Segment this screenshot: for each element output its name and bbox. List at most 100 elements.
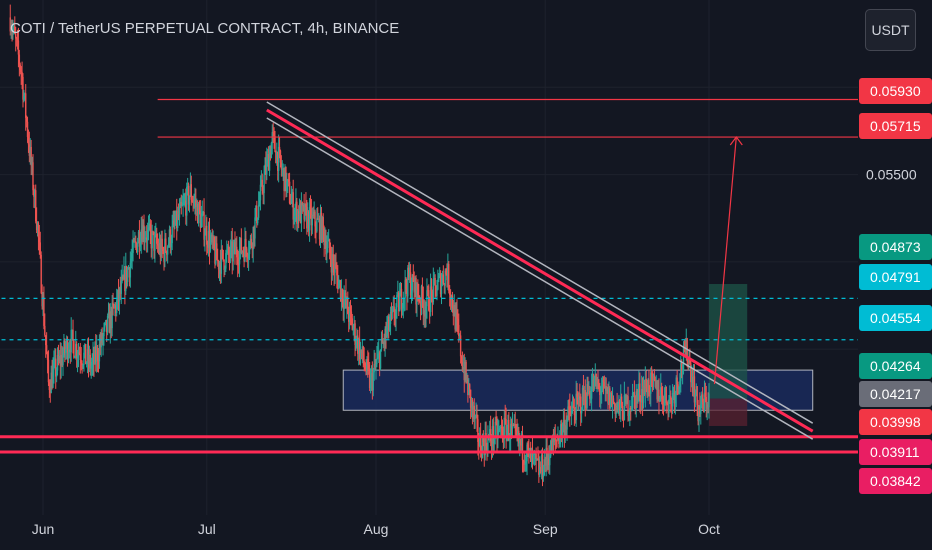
price-badge[interactable] <box>859 305 932 331</box>
channel-upper-line[interactable] <box>266 101 814 424</box>
candle-body <box>650 372 652 394</box>
candle-body <box>119 288 122 294</box>
candle-body <box>281 169 283 171</box>
price-badge-label: 0.04791 <box>870 269 921 285</box>
candle-body <box>690 362 692 383</box>
candle-body <box>613 402 616 404</box>
time-axis-tick-label: Oct <box>698 521 720 537</box>
price-badge[interactable] <box>859 78 932 104</box>
price-badge[interactable] <box>859 439 932 465</box>
candle-body <box>157 245 160 251</box>
price-badge[interactable] <box>859 468 932 494</box>
candle-body <box>381 338 384 344</box>
candle-body <box>293 216 295 220</box>
candle-body <box>479 435 481 446</box>
candle-body <box>397 292 399 295</box>
candle-body <box>205 225 207 236</box>
price-badge[interactable] <box>859 353 932 379</box>
candle-body <box>261 179 263 191</box>
candle-body <box>249 238 252 244</box>
currency-button[interactable]: USDT <box>865 9 916 51</box>
candle-body <box>178 207 181 218</box>
candle-body <box>635 391 637 409</box>
candle-body <box>406 288 408 297</box>
candle-body <box>46 354 49 360</box>
candle-body <box>384 328 386 345</box>
candle-body <box>27 136 30 145</box>
price-axis-tick-label: 0.05500 <box>866 167 917 183</box>
candle-body <box>59 355 61 366</box>
candle-body <box>138 231 141 247</box>
candle-body <box>425 306 427 317</box>
candle-body <box>158 243 161 251</box>
candle-body <box>325 241 327 255</box>
candle-body <box>493 439 495 444</box>
candle-body <box>291 192 293 199</box>
candle-body <box>176 214 179 228</box>
candle-body <box>322 217 324 229</box>
candle-body <box>334 264 336 273</box>
candle-body <box>40 254 42 293</box>
candle-body <box>396 294 398 308</box>
candle-body <box>336 267 338 276</box>
candle-body <box>104 323 106 328</box>
candle-body <box>388 316 390 331</box>
candle-body <box>307 211 309 229</box>
candle-body <box>75 344 77 357</box>
candle-body <box>590 398 592 400</box>
candle-body <box>572 405 575 409</box>
candle-body <box>570 414 572 417</box>
candle-body <box>71 329 73 331</box>
candle-body <box>394 318 396 320</box>
candle-body <box>299 203 302 223</box>
candle-body <box>625 395 627 404</box>
candle-body <box>495 421 497 423</box>
channel-lower-line[interactable] <box>266 117 814 440</box>
candle-body <box>707 404 709 408</box>
candle-body <box>380 338 383 350</box>
candle-body <box>39 242 41 255</box>
candle-body <box>78 352 81 355</box>
candle-body <box>447 263 449 281</box>
candle-body <box>19 64 21 71</box>
candle-body <box>86 349 89 363</box>
long-position-stop-zone[interactable] <box>709 398 748 426</box>
projection-arrow-line[interactable] <box>713 136 737 385</box>
candle-body <box>179 201 182 208</box>
candle-body <box>359 349 362 360</box>
candle-body <box>515 425 517 431</box>
price-badge[interactable] <box>859 234 932 260</box>
candle-body <box>66 340 69 360</box>
candle-body <box>354 323 356 346</box>
candle-body <box>374 363 376 367</box>
candle-body <box>183 201 185 203</box>
price-badge[interactable] <box>859 264 932 290</box>
candle-body <box>571 405 574 410</box>
candle-body <box>145 237 147 239</box>
candle-body <box>96 348 99 361</box>
candle-body <box>123 269 125 280</box>
candle-body <box>438 275 440 280</box>
candle-body <box>463 367 465 381</box>
candle-body <box>521 434 524 461</box>
candle-body <box>117 290 120 302</box>
candle-body <box>499 428 501 430</box>
candle-body <box>69 349 71 353</box>
price-badge[interactable] <box>859 381 932 407</box>
candle-body <box>658 389 660 402</box>
price-badge[interactable] <box>859 113 932 139</box>
candle-body <box>65 340 68 349</box>
candle-body <box>328 239 331 253</box>
candle-body <box>15 33 17 39</box>
candle-body <box>369 377 372 389</box>
candle-body <box>549 440 552 457</box>
candle-body <box>600 393 602 396</box>
candle-body <box>501 427 504 439</box>
candle-body <box>423 310 425 315</box>
trendline-main[interactable] <box>266 108 814 433</box>
price-badge[interactable] <box>859 409 932 435</box>
candle-body <box>694 394 697 403</box>
candle-body <box>486 445 488 452</box>
